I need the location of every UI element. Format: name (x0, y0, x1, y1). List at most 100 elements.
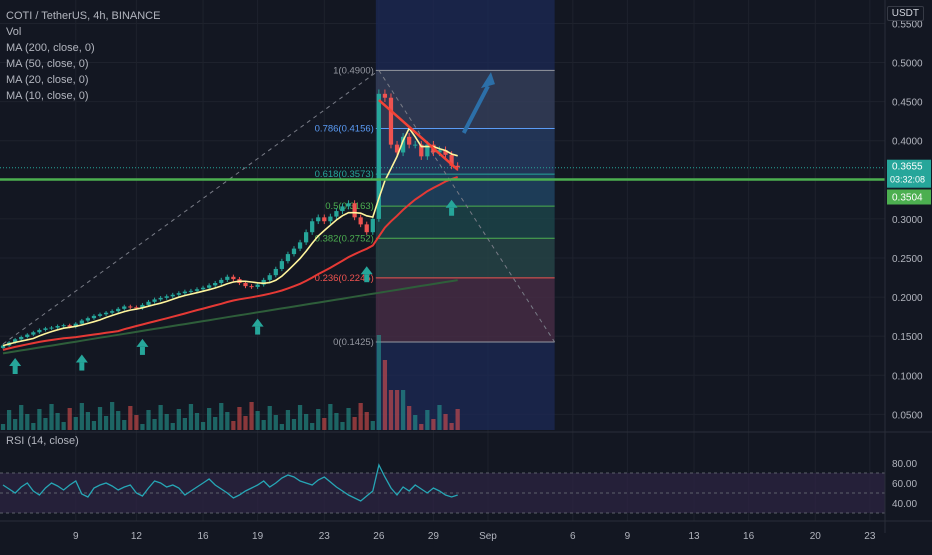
volume-bar (43, 418, 48, 430)
volume-bar (285, 410, 291, 430)
ma20-line (2, 126, 458, 347)
candle (291, 248, 297, 255)
price-tick-label: 0.3000 (892, 215, 923, 226)
price-tick-label: 0.5000 (892, 59, 923, 70)
volume-bar (316, 409, 321, 430)
up-arrow-icon (139, 346, 145, 355)
candle (219, 279, 224, 284)
candle (134, 307, 139, 309)
volume-bar (400, 390, 406, 430)
candle (322, 217, 327, 222)
highlight-zone (375, 0, 555, 430)
volume-bar (455, 409, 460, 430)
volume-bar (231, 421, 236, 430)
volume-bar (243, 416, 248, 430)
volume-bar (297, 405, 303, 430)
price-tick-label: 0.2500 (892, 254, 923, 265)
fib-level-label: 0.5(0.3163) (325, 201, 374, 212)
volume-bar (291, 419, 297, 430)
fib-dashed-rise (2, 69, 380, 345)
time-tick-label: 29 (428, 531, 440, 542)
candle (376, 93, 381, 219)
candle (407, 136, 412, 145)
rsi-legend[interactable]: RSI (14, close) (6, 435, 79, 447)
volume-bar (188, 404, 194, 430)
ma-price-tag (887, 189, 931, 205)
candle (261, 279, 266, 285)
time-tick-label: Sep (479, 531, 497, 542)
candle (182, 291, 188, 294)
volume-bar (158, 405, 163, 430)
volume-bar (273, 415, 278, 430)
legend-ma200[interactable]: MA (200, close, 0) (6, 42, 95, 54)
up-arrow-icon (360, 266, 373, 275)
fib-level-label: 0(0.1425) (333, 337, 374, 348)
candle (213, 283, 218, 286)
fib-level-label: 1(0.4900) (333, 65, 374, 76)
candle (85, 318, 91, 321)
candle (176, 293, 181, 295)
candle (394, 144, 400, 153)
ma50-line (2, 176, 459, 351)
legend-vol[interactable]: Vol (6, 26, 22, 38)
price-tick-label: 0.5500 (892, 19, 923, 30)
volume-bar (279, 424, 284, 430)
legend-ma10[interactable]: MA (10, close, 0) (6, 90, 89, 102)
volume-bar (194, 413, 200, 430)
fib-zone (375, 70, 555, 129)
time-tick-label: 16 (743, 531, 755, 542)
volume-bar (73, 417, 78, 430)
volume-bar (419, 424, 424, 430)
candle (158, 297, 163, 300)
price-tick-label: 0.0500 (892, 410, 923, 421)
candle (194, 289, 200, 291)
legend-ma50[interactable]: MA (50, close, 0) (6, 58, 89, 70)
price-tick-label: 0.2000 (892, 293, 923, 304)
candle (91, 315, 97, 319)
volume-bar (200, 422, 206, 430)
candle (37, 329, 42, 333)
candle (55, 326, 60, 328)
volume-bar (6, 410, 12, 430)
candle (364, 224, 369, 233)
rsi-tick-label: 60.00 (892, 479, 917, 490)
candle (25, 334, 30, 337)
legend-symbol[interactable]: COTI / TetherUS, 4h, BINANCE (6, 10, 161, 22)
candle (103, 312, 109, 315)
up-arrow-icon (75, 354, 88, 363)
candle (316, 217, 321, 222)
candle (110, 311, 115, 313)
fib-zone (375, 206, 555, 239)
volume-bar (134, 415, 139, 430)
candle (116, 308, 121, 312)
legend-ma20[interactable]: MA (20, close, 0) (6, 74, 89, 86)
volume-bar (413, 415, 418, 430)
fib-zone (375, 277, 555, 343)
up-arrow-icon (12, 366, 18, 374)
fib-level-label: 0.618(0.3573) (315, 169, 374, 180)
volume-bar (55, 413, 60, 430)
candle (443, 150, 448, 155)
currency-label[interactable]: USDT (886, 6, 924, 21)
candle (73, 323, 78, 327)
volume-bar (128, 406, 133, 430)
up-arrow-icon (251, 318, 264, 327)
ma200-line (2, 279, 458, 355)
volume-bar (67, 408, 72, 430)
volume-bar (376, 335, 381, 430)
candle (370, 218, 375, 233)
up-arrow-icon (9, 358, 22, 366)
candle (328, 216, 333, 222)
volume-bar (328, 404, 333, 430)
candle (455, 165, 460, 168)
volume-bar (91, 421, 97, 430)
volume-bar (49, 404, 54, 430)
candle (200, 287, 206, 290)
candle (285, 254, 291, 262)
candle (0, 345, 6, 348)
candle (425, 144, 430, 157)
volume-bar (334, 413, 339, 430)
candle (97, 314, 103, 316)
